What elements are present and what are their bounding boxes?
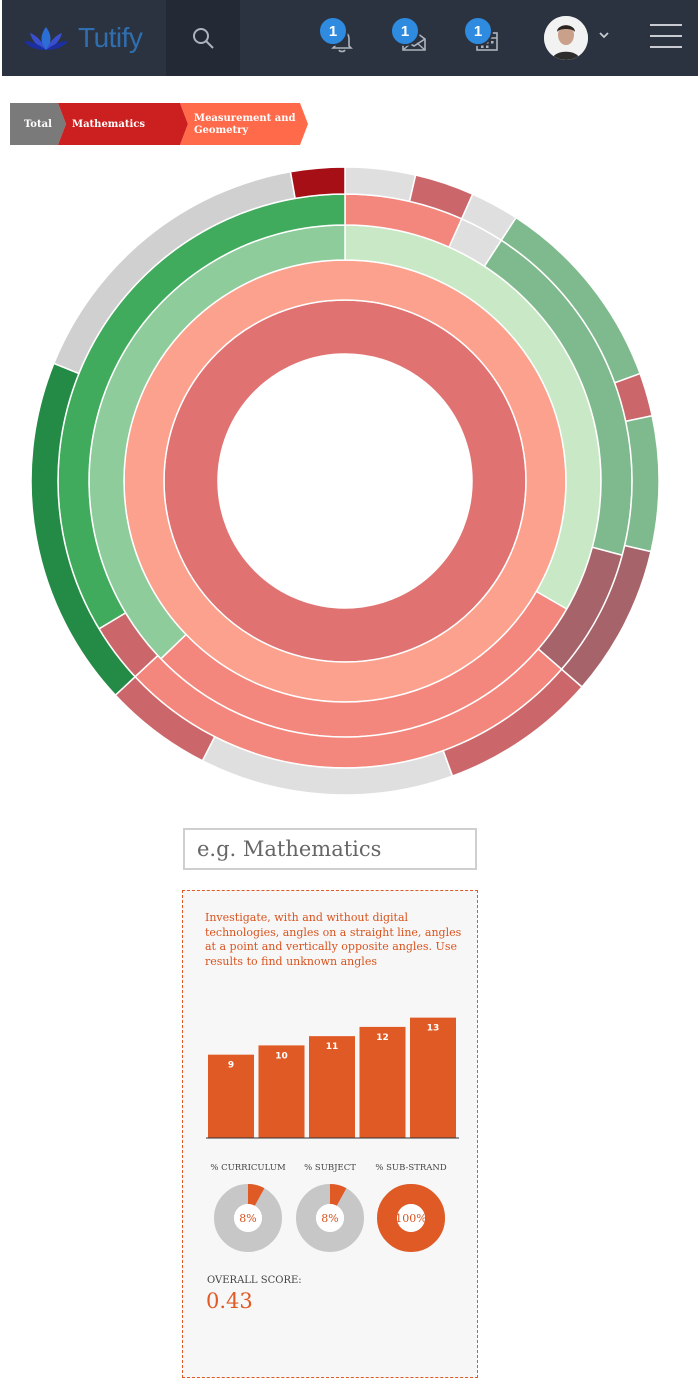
user-photo [544, 16, 588, 60]
user-avatar[interactable] [544, 16, 588, 60]
bar-12[interactable] [359, 1026, 406, 1138]
breadcrumb-item-total[interactable]: Total [10, 103, 66, 145]
bar-label-10: 10 [275, 1051, 288, 1061]
messages-badge: 1 [390, 16, 420, 46]
metric-value: 8% [321, 1212, 338, 1225]
metric-sub-strand: % SUB-STRAND 100% [371, 1163, 451, 1257]
bar-9[interactable] [208, 1054, 254, 1138]
metric-donuts: % CURRICULUM 8% % SUBJECT 8% % SUB-STRAN… [203, 1163, 473, 1263]
subject-search-input[interactable] [185, 830, 475, 868]
outcome-detail-card: Investigate, with and without digital te… [182, 890, 478, 1378]
messages-button[interactable]: 1 [390, 16, 436, 60]
metric-label: % SUBJECT [304, 1163, 356, 1173]
bar-10[interactable] [258, 1045, 305, 1138]
metric-value: 8% [239, 1212, 256, 1225]
outcome-description: Investigate, with and without digital te… [205, 911, 462, 968]
score-bar-chart: 9 10 11 12 13 [206, 1017, 459, 1139]
breadcrumb-label-measurement-geometry: Measurement and Geometry [194, 113, 299, 136]
search-icon [193, 28, 214, 49]
sunburst-segment[interactable] [289, 166, 346, 200]
metric-label: % SUB-STRAND [375, 1163, 447, 1173]
hamburger-menu-icon[interactable] [650, 24, 682, 48]
donut-subject: 8% [296, 1184, 364, 1252]
chevron-down-icon[interactable] [598, 30, 610, 40]
notifications-badge: 1 [318, 16, 348, 46]
app-logo[interactable]: Tutify [22, 18, 162, 58]
bar-label-9: 9 [228, 1061, 234, 1071]
bar-13[interactable] [410, 1017, 456, 1138]
sunburst-segment[interactable] [163, 299, 527, 663]
breadcrumb-item-mathematics[interactable]: Mathematics [58, 103, 188, 145]
breadcrumb: Total Mathematics Measurement and Geomet… [10, 103, 330, 145]
breadcrumb-label-total: Total [24, 119, 52, 130]
bar-label-11: 11 [326, 1042, 339, 1052]
bar-label-12: 12 [376, 1033, 389, 1043]
breadcrumb-item-measurement-geometry[interactable]: Measurement and Geometry [180, 103, 308, 145]
calendar-button[interactable]: 1 [463, 16, 509, 60]
overall-score-label: OVERALL SCORE: [207, 1275, 302, 1286]
search-button[interactable] [166, 0, 240, 76]
bar-label-13: 13 [427, 1024, 440, 1034]
donut-curriculum: 8% [214, 1184, 282, 1252]
metric-value: 100% [395, 1212, 426, 1225]
metric-curriculum: % CURRICULUM 8% [208, 1163, 288, 1257]
subject-search-field[interactable] [183, 828, 477, 870]
top-navbar: Tutify 1 1 1 [2, 0, 698, 76]
calendar-badge: 1 [463, 16, 493, 46]
donut-sub-strand: 100% [377, 1184, 445, 1252]
overall-score-value: 0.43 [206, 1289, 253, 1313]
breadcrumb-label-mathematics: Mathematics [72, 119, 145, 130]
app-name: Tutify [78, 22, 143, 53]
metric-label: % CURRICULUM [210, 1163, 286, 1173]
notifications-button[interactable]: 1 [318, 16, 364, 60]
curriculum-sunburst-chart [30, 166, 660, 796]
bar-11[interactable] [309, 1036, 355, 1138]
metric-subject: % SUBJECT 8% [290, 1163, 370, 1257]
lotus-logo-icon [24, 27, 68, 50]
